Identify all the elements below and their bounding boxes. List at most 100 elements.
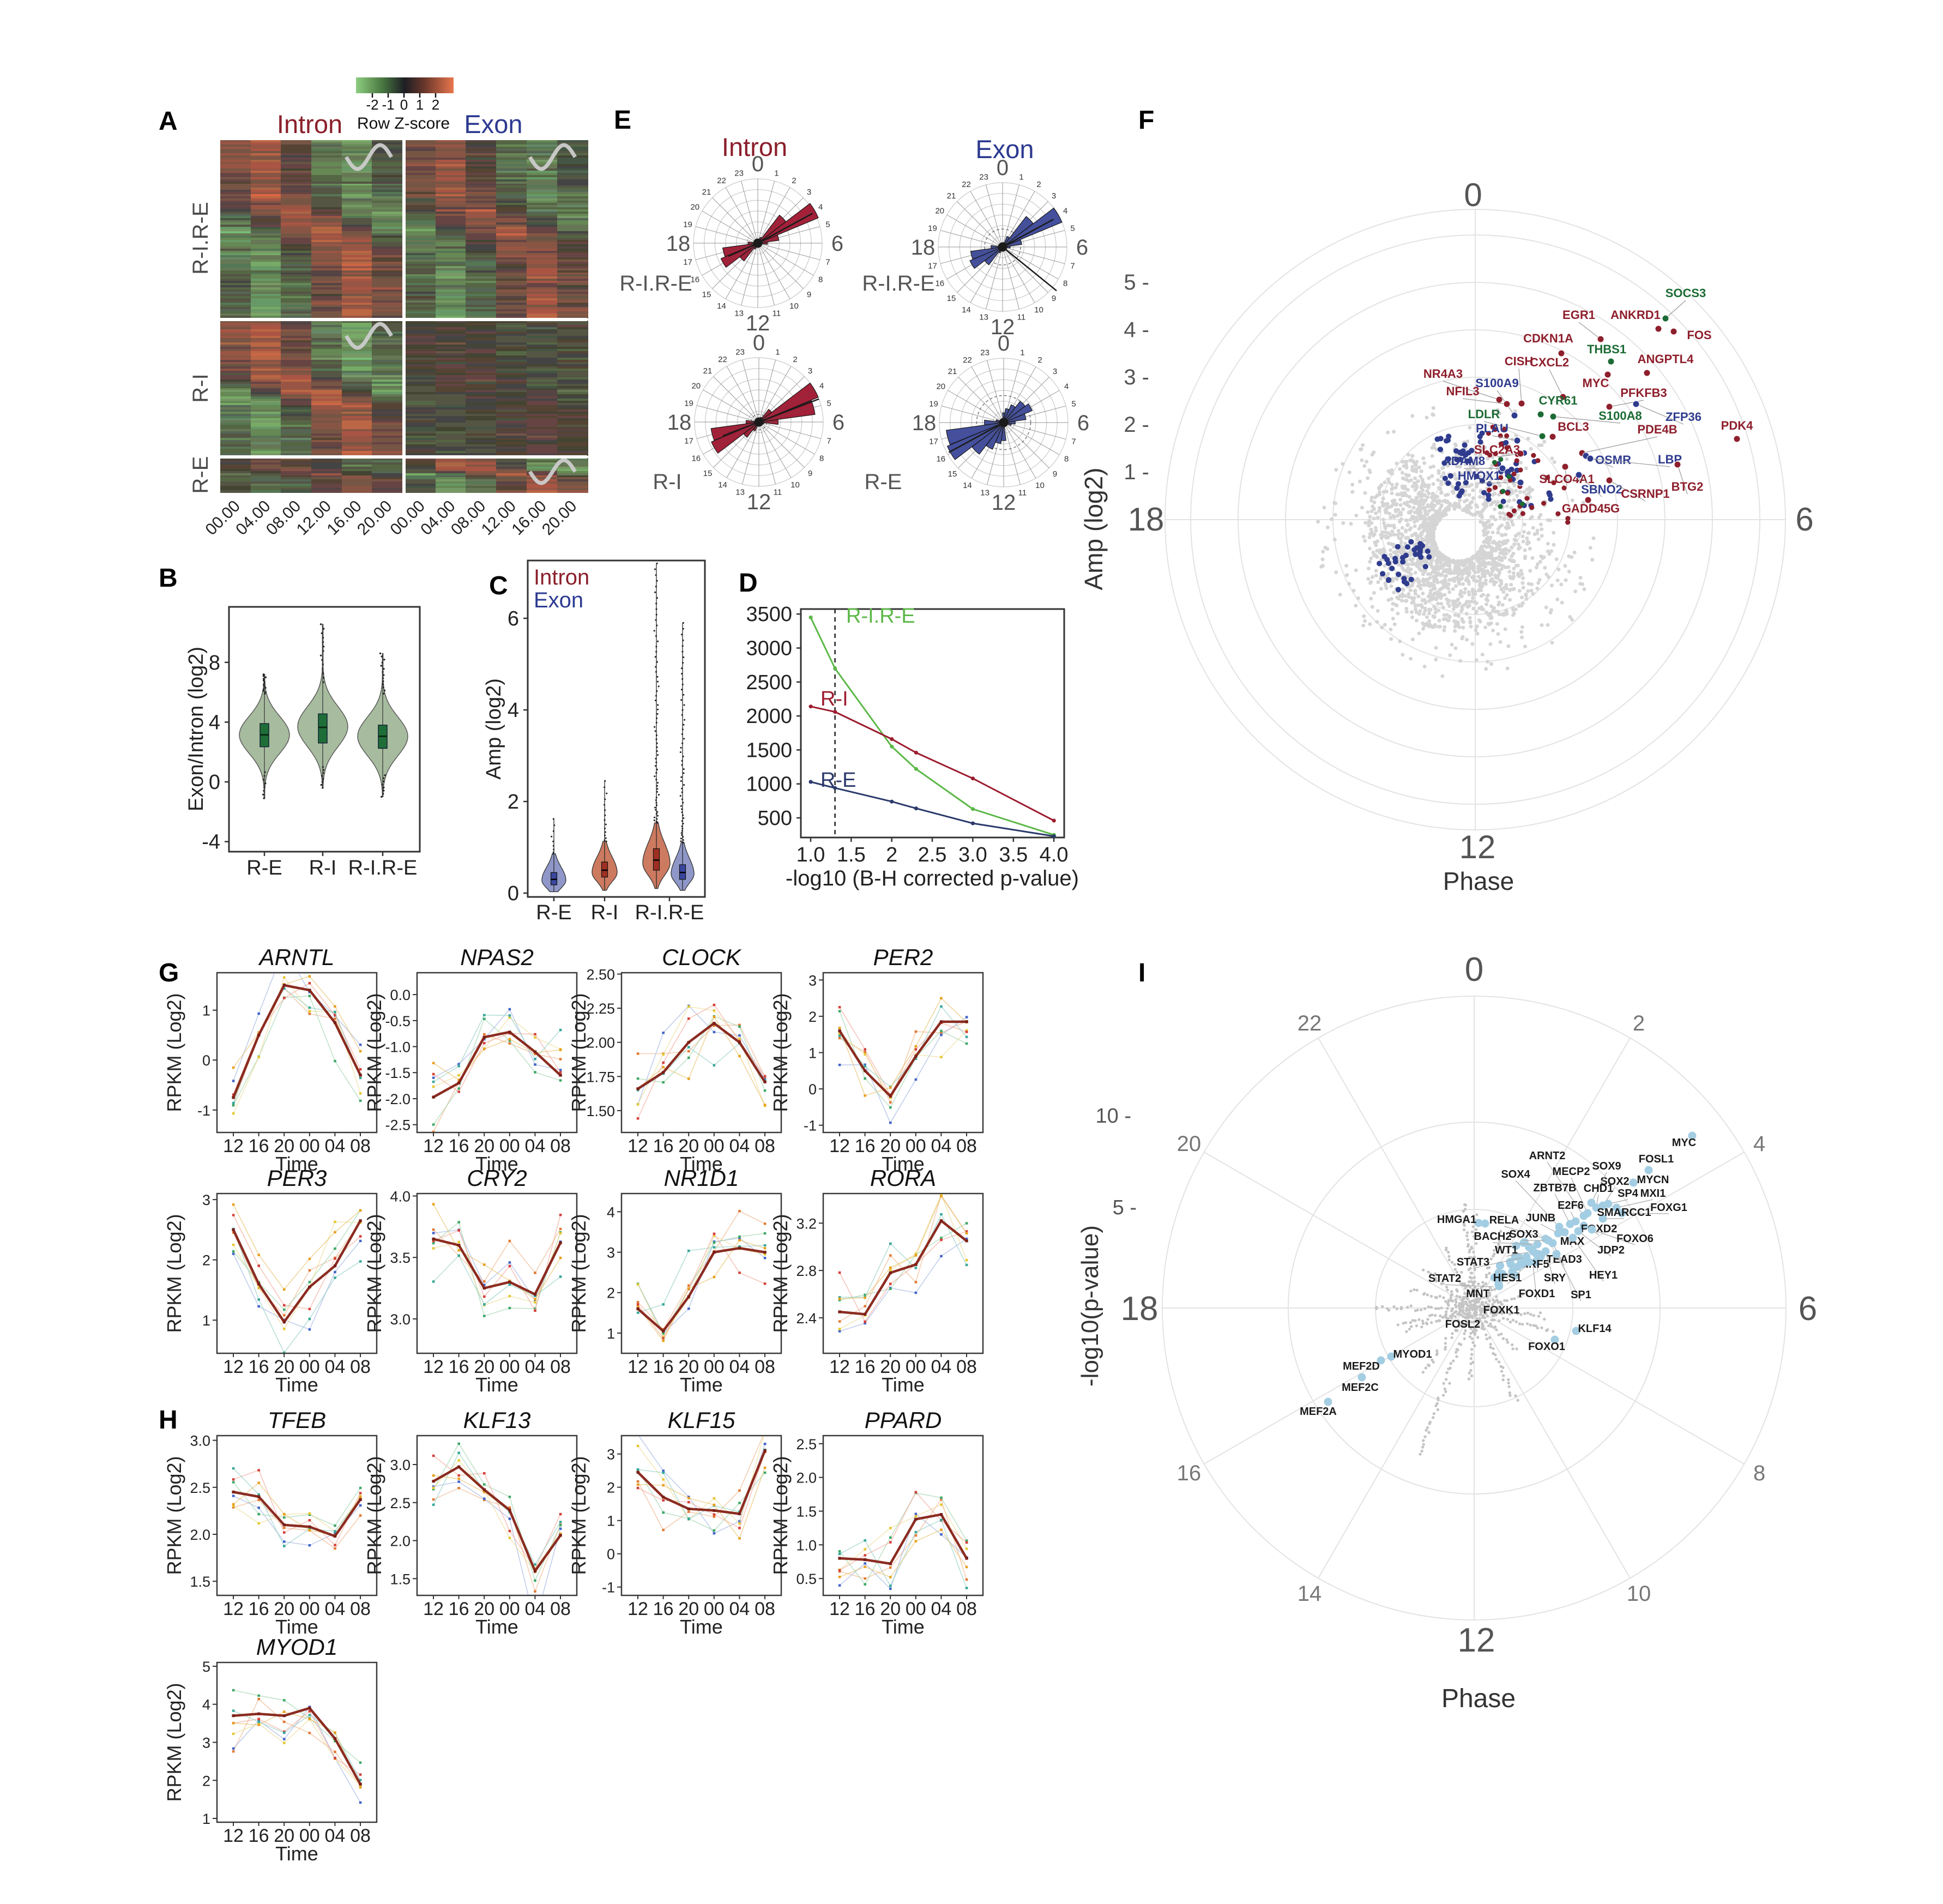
svg-text:12: 12 xyxy=(746,311,770,335)
svg-text:-1: -1 xyxy=(804,1118,817,1134)
svg-text:RPKM (Log2): RPKM (Log2) xyxy=(769,993,792,1112)
svg-text:0.5: 0.5 xyxy=(796,1571,817,1587)
svg-text:3 -: 3 - xyxy=(1124,365,1149,389)
svg-text:TFEB: TFEB xyxy=(268,1407,326,1433)
svg-text:12: 12 xyxy=(1459,829,1496,865)
svg-text:CRY2: CRY2 xyxy=(467,1165,527,1191)
svg-text:SOX2: SOX2 xyxy=(1600,1176,1629,1188)
svg-text:1.5: 1.5 xyxy=(390,1571,411,1587)
svg-text:15: 15 xyxy=(702,290,711,299)
svg-text:5: 5 xyxy=(826,399,831,408)
svg-text:2.5: 2.5 xyxy=(190,1480,210,1496)
svg-text:2: 2 xyxy=(607,1480,615,1496)
svg-text:21: 21 xyxy=(702,188,711,197)
svg-text:0: 0 xyxy=(752,152,764,176)
svg-text:H: H xyxy=(159,1406,178,1435)
svg-text:Exon/Intron (log2): Exon/Intron (log2) xyxy=(185,647,208,811)
svg-text:GADD45G: GADD45G xyxy=(1562,502,1620,515)
svg-text:16: 16 xyxy=(653,1136,674,1156)
svg-text:CSRNP1: CSRNP1 xyxy=(1621,487,1669,501)
svg-text:4.0: 4.0 xyxy=(1040,843,1069,866)
svg-text:ANKRD1: ANKRD1 xyxy=(1610,308,1661,322)
svg-text:08: 08 xyxy=(550,1357,571,1377)
svg-text:5: 5 xyxy=(1071,400,1076,409)
svg-text:-2.0: -2.0 xyxy=(385,1091,411,1107)
svg-text:R-E: R-E xyxy=(246,857,282,879)
svg-text:HMOX1: HMOX1 xyxy=(1458,469,1500,483)
svg-text:3: 3 xyxy=(1052,191,1056,201)
svg-text:MEF2C: MEF2C xyxy=(1342,1382,1379,1394)
svg-text:00: 00 xyxy=(906,1599,926,1619)
svg-text:1: 1 xyxy=(1019,173,1023,182)
svg-text:NR1D1: NR1D1 xyxy=(664,1165,739,1191)
svg-text:1.50: 1.50 xyxy=(586,1103,615,1119)
svg-text:21: 21 xyxy=(948,367,957,376)
svg-text:14: 14 xyxy=(718,480,727,490)
svg-text:2.50: 2.50 xyxy=(586,967,615,983)
svg-text:6: 6 xyxy=(1799,1290,1817,1328)
svg-text:12: 12 xyxy=(991,315,1015,339)
svg-text:3500: 3500 xyxy=(746,603,792,626)
svg-text:04: 04 xyxy=(524,1136,545,1156)
svg-text:CDKN1A: CDKN1A xyxy=(1523,332,1573,345)
svg-text:14: 14 xyxy=(963,481,972,490)
svg-text:4: 4 xyxy=(202,1697,210,1713)
svg-text:10: 10 xyxy=(791,480,800,490)
svg-text:-log10(p-value): -log10(p-value) xyxy=(1077,1225,1103,1387)
svg-text:11: 11 xyxy=(773,309,781,318)
svg-text:17: 17 xyxy=(683,257,692,267)
svg-text:00: 00 xyxy=(499,1357,520,1377)
svg-text:S100A8: S100A8 xyxy=(1598,409,1642,423)
svg-text:R-I.R-E: R-I.R-E xyxy=(635,901,704,924)
svg-text:0: 0 xyxy=(753,331,765,355)
svg-text:1 -: 1 - xyxy=(1124,460,1149,484)
svg-text:20: 20 xyxy=(936,382,945,391)
svg-text:14: 14 xyxy=(717,302,726,311)
svg-text:04: 04 xyxy=(524,1357,545,1377)
svg-text:3.5: 3.5 xyxy=(999,843,1028,866)
svg-text:SOX9: SOX9 xyxy=(1592,1160,1621,1172)
svg-text:2: 2 xyxy=(202,1773,210,1789)
svg-text:MYCN: MYCN xyxy=(1637,1174,1669,1186)
svg-text:SP4: SP4 xyxy=(1618,1188,1639,1200)
svg-text:4: 4 xyxy=(209,711,220,734)
svg-text:1.5: 1.5 xyxy=(837,843,866,866)
svg-text:B: B xyxy=(159,564,178,593)
svg-text:16: 16 xyxy=(855,1136,876,1156)
svg-text:20: 20 xyxy=(274,1599,294,1619)
svg-text:14: 14 xyxy=(1298,1582,1322,1606)
svg-text:FOS: FOS xyxy=(1687,328,1711,342)
svg-text:BTG2: BTG2 xyxy=(1672,480,1704,493)
svg-text:11: 11 xyxy=(774,488,782,497)
svg-text:1: 1 xyxy=(202,1312,210,1329)
svg-text:2: 2 xyxy=(432,97,439,113)
svg-text:6: 6 xyxy=(1077,411,1089,435)
svg-text:2: 2 xyxy=(1633,1011,1645,1035)
svg-text:STAT3: STAT3 xyxy=(1457,1256,1489,1268)
svg-text:500: 500 xyxy=(758,807,792,830)
svg-text:23: 23 xyxy=(980,348,989,358)
svg-text:4: 4 xyxy=(1063,207,1067,216)
svg-text:16: 16 xyxy=(936,455,945,464)
svg-text:RPKM (Log2): RPKM (Log2) xyxy=(363,993,385,1112)
svg-text:6: 6 xyxy=(508,607,519,630)
svg-text:2.00: 2.00 xyxy=(586,1035,615,1051)
svg-text:00: 00 xyxy=(704,1136,725,1156)
svg-text:19: 19 xyxy=(929,400,938,409)
svg-text:R-I.R-E: R-I.R-E xyxy=(189,202,213,274)
svg-text:BACH2: BACH2 xyxy=(1474,1231,1512,1243)
svg-text:9: 9 xyxy=(1052,294,1056,303)
svg-text:1: 1 xyxy=(202,1003,210,1019)
svg-text:ZFP36: ZFP36 xyxy=(1666,410,1701,424)
svg-text:Intron: Intron xyxy=(722,132,787,161)
svg-text:0: 0 xyxy=(997,156,1009,180)
svg-text:16: 16 xyxy=(449,1599,469,1619)
svg-text:SLCO4A1: SLCO4A1 xyxy=(1539,472,1594,486)
svg-text:08: 08 xyxy=(956,1357,977,1377)
svg-text:7: 7 xyxy=(826,436,831,445)
svg-text:13: 13 xyxy=(980,489,989,498)
svg-text:8: 8 xyxy=(1753,1461,1765,1485)
svg-text:2 -: 2 - xyxy=(1124,413,1149,437)
svg-text:17: 17 xyxy=(684,436,693,445)
svg-text:Amp (log2): Amp (log2) xyxy=(482,678,505,780)
